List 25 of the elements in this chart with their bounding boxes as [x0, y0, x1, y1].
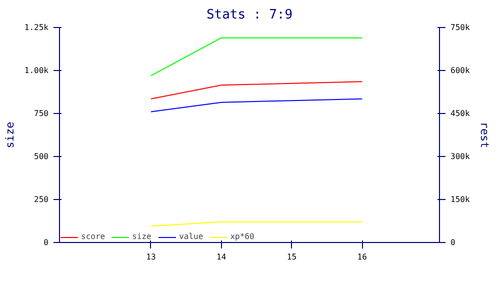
y-tick-label: 250: [34, 195, 49, 204]
line-series: [150, 98, 363, 112]
line-series: [150, 81, 363, 100]
y-tick-label: 1.25k: [24, 23, 49, 32]
x-tick-label: 13: [146, 252, 156, 262]
legend-label: size: [132, 232, 152, 241]
y-tick-label: 1.00k: [24, 66, 49, 75]
y-tick-label: 0: [44, 238, 49, 247]
y2-axis-title: rest: [478, 122, 491, 148]
y2-tick-label: 300k: [450, 152, 470, 161]
legend-label: xp*60: [230, 232, 254, 241]
y-tick-label: 500: [34, 152, 49, 161]
y-tick-label: 750: [34, 109, 49, 118]
x-tick-label: 15: [286, 252, 297, 262]
y2-tick-label: 150k: [450, 195, 470, 204]
x-tick-label: 14: [216, 252, 226, 262]
y2-tick-label: 600k: [450, 66, 470, 75]
y2-tick-label: 750k: [450, 23, 470, 32]
x-tick-label: 16: [357, 252, 368, 262]
legend-label: score: [81, 232, 106, 241]
y2-tick-label: 450k: [450, 109, 470, 118]
y2-tick-label: 0: [450, 238, 456, 247]
legend-label: value: [179, 232, 204, 241]
y-axis-title: size: [3, 122, 16, 148]
chart-title: Stats : 7:9: [206, 8, 293, 22]
